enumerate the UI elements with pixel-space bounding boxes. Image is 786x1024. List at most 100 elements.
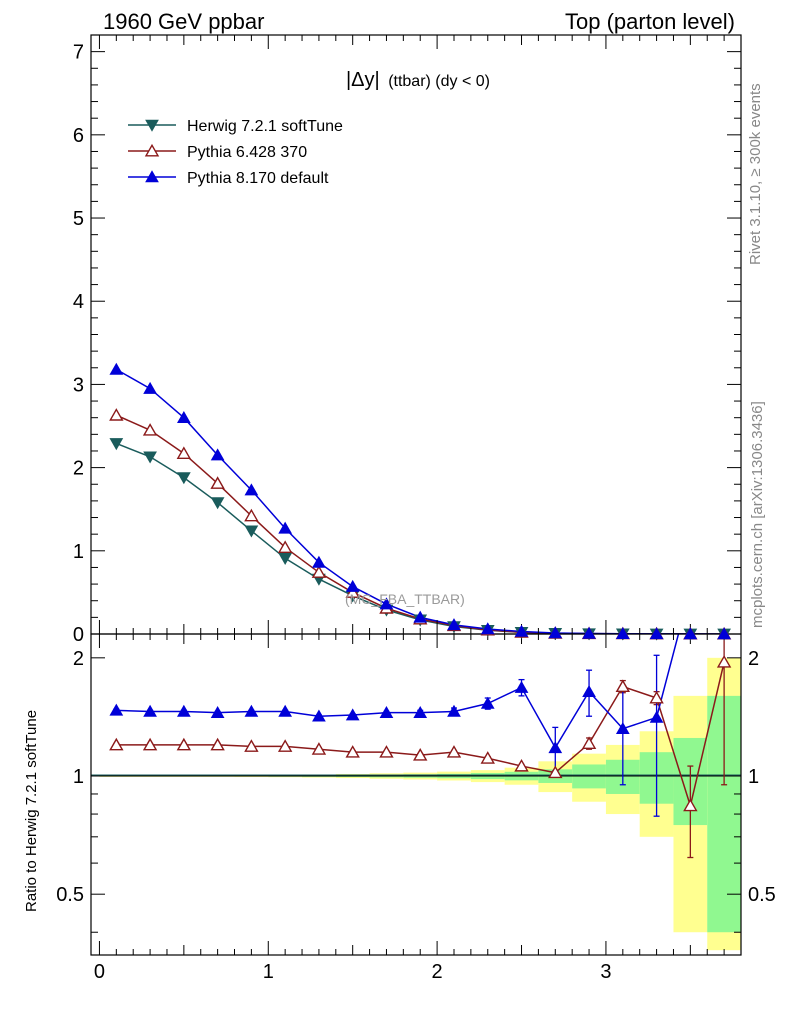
ratio-marker-s0-p1	[142, 737, 158, 751]
ratio-marker-s1-p9	[413, 705, 428, 718]
main-marker-s2-p13	[548, 626, 563, 639]
ratio-marker-s0-p0	[109, 737, 124, 751]
main-marker-s0-p4	[244, 525, 259, 538]
main-ytick-label: 1	[73, 541, 84, 563]
ratio-marker-s0-p4	[244, 739, 259, 752]
ratio-marker-s0-p10	[446, 745, 462, 758]
main-marker-s2-p15	[615, 627, 630, 640]
ratio-marker-s0-p5	[277, 739, 293, 752]
ratio-marker-s0-p17	[683, 798, 698, 812]
reference-band	[91, 657, 741, 951]
ratio-marker-s1-p1	[143, 704, 157, 717]
main-marker-s2-p17	[683, 627, 698, 640]
ratio-marker-s0-p15	[615, 679, 631, 693]
main-ytick-label: 0	[73, 624, 84, 646]
main-marker-s2-p3	[210, 448, 225, 461]
main-marker-s0-p2	[176, 472, 191, 485]
main-marker-s1-p5	[277, 540, 293, 553]
main-marker-s2-p6	[312, 555, 326, 568]
ratio-marker-s0-p2	[176, 737, 192, 751]
header-left: 1960 GeV ppbar	[103, 9, 264, 34]
main-marker-s2-p8	[379, 597, 394, 610]
main-marker-s2-p12	[514, 624, 529, 637]
main-marker-s2-p1	[143, 381, 157, 394]
ratio-marker-s0-p14	[581, 736, 597, 750]
main-marker-s2-p7	[345, 579, 360, 592]
main-marker-s1-p3	[210, 476, 225, 489]
main-marker-s1-p1	[142, 423, 158, 436]
ratio-ytick-label-left: 2	[73, 648, 84, 670]
ratio-marker-s1-p14	[582, 684, 596, 697]
ratio-marker-s0-p11	[480, 751, 495, 764]
main-ytick-label: 6	[73, 125, 84, 147]
ratio-marker-s1-p11	[480, 696, 495, 709]
main-marker-s2-p5	[278, 521, 293, 534]
watermark-label: (MC_FBA_TTBAR)	[345, 591, 465, 607]
ratio-marker-s1-p12	[514, 680, 529, 693]
main-ytick-label: 2	[73, 458, 84, 480]
main-marker-s0-p5	[278, 552, 293, 566]
legend: Herwig 7.2.1 softTune Pythia 6.428 370 P…	[128, 118, 343, 187]
legend-label-herwig: Herwig 7.2.1 softTune	[187, 118, 343, 135]
ratio-marker-s1-p2	[176, 704, 191, 717]
ratio-xtick-label: 3	[600, 961, 611, 983]
main-ytick-label: 5	[73, 208, 84, 230]
ratio-ytick-label-right: 2	[748, 648, 759, 670]
main-marker-s2-p10	[447, 618, 461, 631]
main-marker-s2-p14	[582, 626, 596, 639]
ratio-xtick-label: 1	[263, 961, 274, 983]
main-marker-s0-p3	[210, 497, 225, 510]
ratio-ytick-label-left: 1	[73, 766, 84, 788]
ratio-marker-s1-p7	[345, 708, 360, 721]
plot-title-sub: (ttbar) (dy < 0)	[388, 73, 490, 90]
ratio-xtick-label: 2	[432, 961, 443, 983]
tick-labels: 0 1 2 3 4 5 6 7 0 1 2 3 0.5 0.5 1 1 2 2	[56, 42, 776, 983]
ratio-marker-s1-p16	[649, 710, 664, 723]
ratio-marker-s0-p7	[345, 745, 360, 758]
ratio-marker-s1-p8	[379, 705, 394, 718]
main-marker-s2-p18	[717, 627, 731, 640]
ratio-y-axis-label: Ratio to Herwig 7.2.1 softTune	[23, 710, 40, 912]
main-ytick-label: 3	[73, 374, 84, 396]
ratio-ytick-label-right: 1	[748, 766, 759, 788]
main-marker-s1-p4	[244, 508, 259, 522]
legend-label-pythia6: Pythia 6.428 370	[187, 144, 307, 161]
ratio-marker-s0-p12	[514, 758, 529, 772]
main-marker-s1-p7	[345, 585, 360, 598]
ratio-marker-s0-p16	[649, 690, 664, 704]
ratio-marker-s1-p15	[615, 721, 630, 734]
ratio-marker-s0-p9	[413, 748, 428, 761]
ratio-marker-s0-p6	[311, 742, 327, 755]
ratio-marker-s1-p6	[312, 709, 326, 722]
ratio-ytick-label-right: 0.5	[748, 884, 776, 906]
main-marker-s0-p0	[109, 438, 124, 451]
mcplots-label: mcplots.cern.ch [arXiv:1306.3436]	[749, 401, 766, 628]
ratio-marker-s1-p5	[278, 704, 293, 717]
ratio-marker-s0-p3	[210, 737, 225, 751]
ratio-marker-s1-p3	[210, 705, 225, 718]
ratio-xtick-label: 0	[94, 961, 105, 983]
legend-label-pythia8: Pythia 8.170 default	[187, 170, 329, 187]
main-marker-s2-p11	[480, 622, 495, 635]
ratio-marker-s0-p18	[716, 655, 732, 668]
main-marker-s0-p1	[143, 451, 157, 464]
main-ytick-label: 7	[73, 42, 84, 64]
legend-marker-pythia8	[145, 170, 159, 183]
ratio-ytick-label-left: 0.5	[56, 884, 84, 906]
ratio-marker-s1-p0	[109, 703, 124, 716]
ratio-marker-s1-p13	[548, 741, 563, 754]
series-markers	[109, 362, 732, 812]
ratio-marker-s1-p10	[447, 704, 461, 717]
main-marker-s1-p0	[109, 408, 124, 421]
ratio-marker-s0-p8	[379, 745, 394, 758]
main-marker-s1-p2	[176, 446, 192, 459]
rivet-label: Rivet 3.1.10, ≥ 300k events	[747, 83, 764, 265]
main-marker-s2-p16	[649, 627, 664, 640]
plot-title: |Δy| (ttbar) (dy < 0)	[346, 69, 490, 91]
legend-marker-herwig	[145, 119, 159, 132]
main-marker-s2-p4	[244, 483, 259, 496]
main-marker-s2-p2	[176, 410, 191, 423]
ratio-marker-s0-p13	[548, 765, 563, 779]
